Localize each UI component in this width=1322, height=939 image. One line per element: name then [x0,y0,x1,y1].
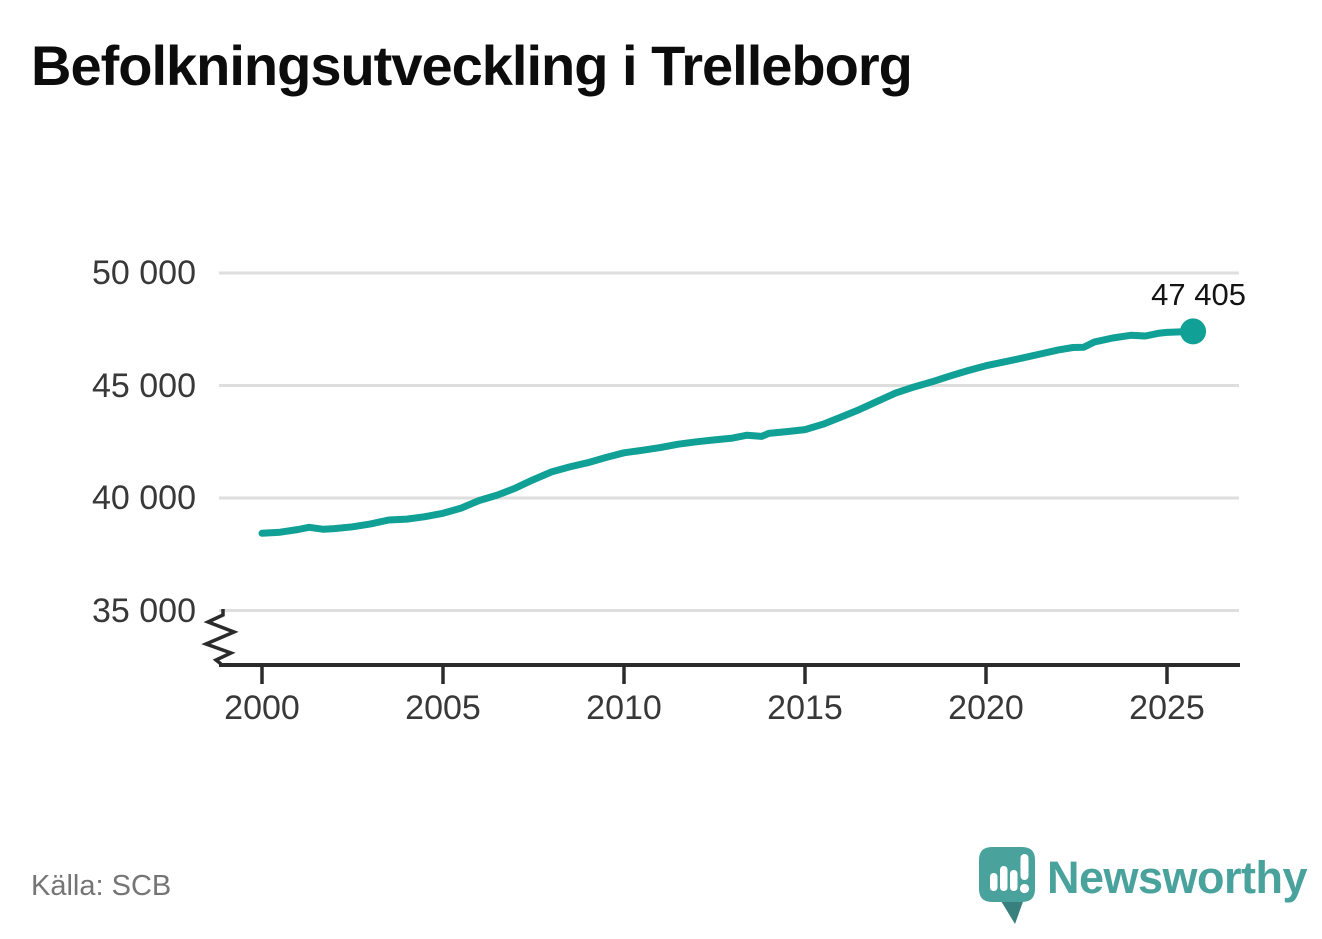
newsworthy-logo: Newsworthy [978,846,1308,925]
y-tick-label: 35 000 [92,591,196,630]
x-tick-label: 2005 [405,689,481,727]
population-line [258,327,1197,537]
x-tick-label: 2025 [1129,689,1205,727]
axis-break-icon [201,609,239,666]
x-tick-label: 2010 [586,689,662,727]
logo-bar-medium [1010,870,1018,891]
x-tick-label: 2020 [948,689,1024,727]
source-text: Källa: SCB [31,870,172,902]
y-tick-label: 40 000 [92,479,196,517]
x-tick-label: 2000 [224,689,300,727]
y-tick-label: 45 000 [92,366,196,405]
y-tick-label: 50 000 [92,254,196,292]
newsworthy-logo-icon [979,847,1035,924]
end-value-label: 47 405 [1151,277,1246,312]
logo-bar-tall [1000,866,1008,891]
chart-title: Befolkningsutveckling i Trelleborg [31,34,913,97]
logo-exclamation-bar [1020,854,1029,880]
logo-bar-short [990,873,998,891]
newsworthy-wordmark: Newsworthy [1047,852,1308,903]
x-tick-label: 2015 [767,689,843,727]
logo-exclamation-dot [1019,883,1030,894]
line-end-dot [1180,318,1207,345]
